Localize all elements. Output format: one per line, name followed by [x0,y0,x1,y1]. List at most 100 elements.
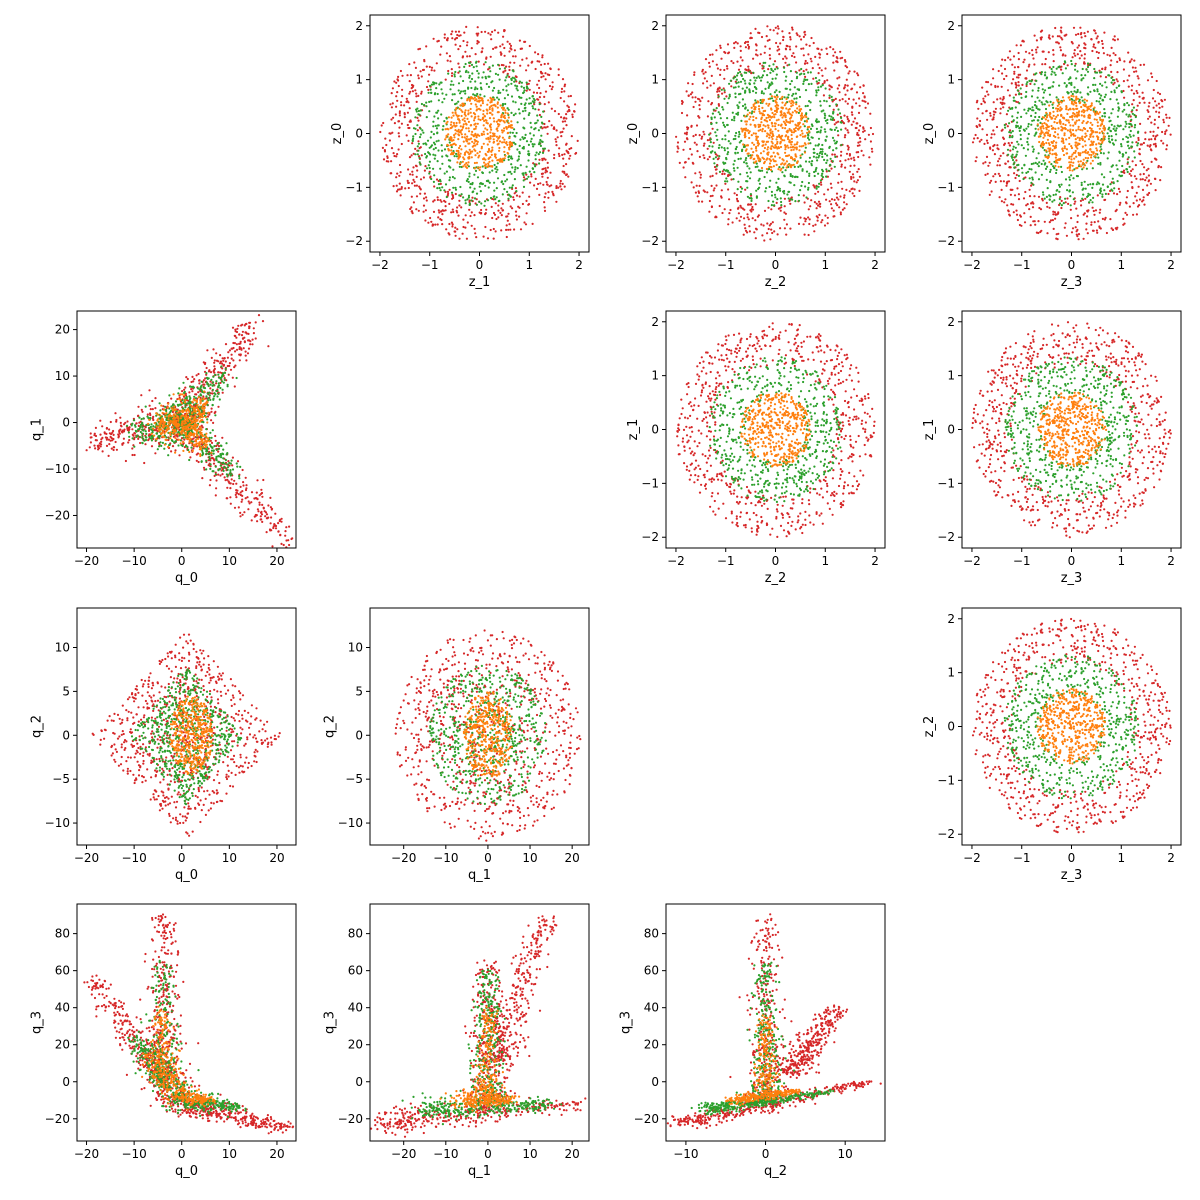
scatter-point [1111,142,1115,145]
scatter-point [1017,163,1020,166]
scatter-point [693,141,696,144]
scatter-point [727,97,730,100]
scatter-point [1120,143,1123,146]
scatter-point [1110,90,1113,93]
scatter-point [1086,70,1090,73]
scatter-point [999,101,1002,104]
scatter-point [1093,29,1096,32]
scatter-point [1009,107,1012,110]
scatter-point [1060,165,1063,168]
scatter-point [1108,116,1111,119]
scatter-point [528,97,531,100]
scatter-point [534,51,537,54]
scatter-point [1127,115,1130,118]
scatter-point [821,74,824,77]
scatter-point [1133,175,1136,178]
scatter-point [563,100,566,103]
scatter-point [461,126,464,129]
scatter-point [1078,57,1081,60]
scatter-point [468,64,471,67]
scatter-point [814,144,817,147]
scatter-point [735,197,739,200]
scatter-point [774,68,777,71]
scatter-point [768,54,771,57]
scatter-point [736,42,739,45]
scatter-point [802,116,805,119]
scatter-point [1137,77,1140,80]
scatter-point [775,110,779,114]
scatter-point [1084,151,1087,154]
scatter-point [383,150,387,153]
scatter-point [484,200,487,203]
scatter-point [551,81,554,84]
scatter-point [1074,54,1077,57]
scatter-point [727,173,730,177]
scatter-point [744,188,747,191]
scatter-point [821,219,824,222]
scatter-point [835,192,839,195]
scatter-point [1131,186,1134,190]
scatter-point [1066,112,1069,115]
scatter-point [1138,95,1141,98]
scatter-point [496,96,499,99]
scatter-point [1053,71,1056,74]
scatter-point [1128,113,1131,116]
scatter-point [1085,222,1088,225]
scatter-point [1032,119,1035,122]
scatter-point [527,153,530,156]
scatter-point [686,138,689,141]
scatter-point [807,71,810,74]
scatter-point [538,60,541,63]
scatter-point [509,195,512,198]
scatter-point [428,110,431,113]
scatter-point [843,59,847,62]
scatter-point [491,113,494,116]
scatter-point [798,105,801,108]
scatter-point [813,230,816,233]
scatter-point [814,192,817,195]
scatter-point [750,203,753,206]
scatter-point [1046,232,1049,235]
scatter-point [820,221,823,224]
scatter-point [1138,204,1141,207]
scatter-point [450,191,454,194]
scatter-point [718,113,722,116]
scatter-point [1081,163,1084,166]
scatter-point [547,149,550,152]
scatter-point [808,100,811,103]
scatter-point [834,155,837,158]
scatter-point [755,137,758,140]
scatter-point [1057,127,1060,130]
scatter-point [542,167,545,170]
scatter-point [993,153,997,156]
scatter-point [435,87,438,90]
scatter-point [448,141,451,144]
scatter-point [817,156,820,159]
scatter-point [510,163,513,166]
scatter-point [1054,26,1057,30]
scatter-point [543,103,546,106]
scatter-point [715,134,718,137]
scatter-point [556,136,559,139]
scatter-point [500,116,503,119]
scatter-point [1012,145,1015,148]
scatter-point [799,134,802,137]
scatter-point [540,134,543,137]
scatter-point [734,137,737,140]
scatter-point [539,138,542,142]
scatter-point [786,137,790,141]
scatter-point [514,112,517,115]
scatter-point [1078,163,1081,166]
scatter-point [478,100,481,103]
scatter-point [553,157,556,160]
scatter-point [698,155,702,158]
scatter-point [778,53,781,56]
scatter-point [821,176,825,179]
scatter-point [1007,56,1010,59]
scatter-point [810,36,813,40]
scatter-point [549,171,552,174]
scatter-point [810,162,813,165]
scatter-point [757,123,760,126]
scatter-point [799,216,802,219]
scatter-point [708,61,711,64]
